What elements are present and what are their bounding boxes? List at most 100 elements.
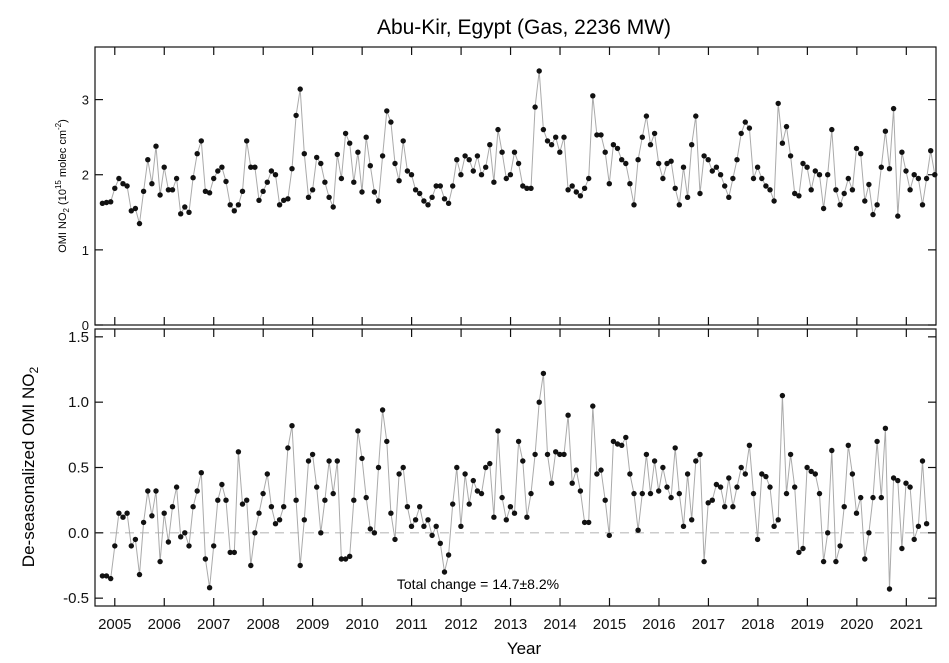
bottom-data-point [849, 471, 856, 477]
bottom-data-point [503, 517, 509, 523]
top-data-point [701, 153, 707, 159]
bottom-data-point [375, 464, 382, 471]
top-data-point [804, 164, 810, 170]
bottom-data-point [491, 514, 497, 520]
bottom-data-point [862, 556, 868, 562]
top-data-point [602, 149, 608, 155]
top-data-point [763, 183, 769, 189]
bottom-data-point [264, 471, 270, 477]
top-data-point [643, 113, 650, 119]
x-tick-label: 2009 [296, 616, 329, 633]
top-data-point [347, 140, 353, 146]
top-data-point [639, 134, 645, 140]
top-data-point [656, 160, 662, 167]
top-data-point [408, 172, 415, 178]
bottom-data-point [754, 536, 761, 543]
top-data-point [792, 190, 798, 197]
top-data-point [631, 202, 637, 208]
bottom-data-point [99, 573, 106, 579]
bottom-data-point [309, 451, 316, 458]
top-data-point [425, 202, 431, 208]
top-data-point [437, 183, 443, 189]
x-axis-label: Year [507, 639, 542, 658]
top-data-point [833, 187, 839, 193]
x-axis: 2005 2006 2007 2008 2009 2010 2011 2012 2013 2014… [98, 47, 923, 633]
top-data-point [458, 172, 464, 178]
bottom-data-point [136, 571, 143, 578]
top-data-point [536, 68, 542, 74]
top-data-point [713, 164, 720, 170]
top-data-point [697, 190, 703, 197]
top-data-point [709, 168, 715, 174]
top-data-point [281, 197, 287, 203]
top-data-point [314, 154, 320, 161]
top-data-point [169, 187, 176, 193]
bottom-data-point [923, 521, 930, 527]
top-data-point [202, 188, 209, 194]
bottom-data-point [602, 497, 608, 503]
bottom-data-point [532, 451, 538, 458]
top-data-point [301, 151, 307, 157]
bottom-data-point [515, 438, 522, 445]
bottom-data-point [483, 464, 489, 471]
bottom-data-point [256, 510, 262, 516]
top-data-point [919, 202, 926, 208]
top-data-point [244, 138, 250, 144]
bottom-data-point [355, 428, 361, 434]
bottom-data-point [120, 514, 126, 520]
bottom-data-point [792, 484, 798, 490]
bottom-data-point [553, 449, 559, 455]
x-tick-label: 2008 [247, 616, 280, 633]
top-data-point [330, 204, 336, 210]
top-data-point [289, 166, 295, 172]
bottom-data-point [561, 451, 567, 458]
bottom-data-point [351, 497, 357, 503]
bottom-data-point [623, 434, 629, 441]
bottom-data-point [198, 470, 204, 476]
top-data-point [309, 187, 316, 193]
bottom-data-point [730, 504, 736, 510]
bottom-data-point [276, 517, 283, 523]
top-data-point [153, 143, 159, 149]
top-data-point [466, 157, 472, 163]
top-data-point [441, 196, 448, 202]
top-data-point [911, 172, 917, 178]
top-plot-frame [94, 46, 937, 326]
bottom-data-point [108, 575, 114, 582]
bottom-data-point [326, 458, 332, 464]
top-data-point [388, 119, 394, 125]
bottom-y-tick-label: 0.0 [68, 525, 89, 542]
x-tick-label: 2021 [890, 616, 923, 633]
x-tick-label: 2015 [593, 616, 626, 633]
top-data-point [841, 190, 847, 197]
bottom-data-point [540, 370, 547, 377]
top-data-point [120, 181, 126, 187]
top-data-point [787, 153, 794, 159]
bottom-data-point [161, 510, 167, 516]
bottom-y-axis: -0.5 0.0 0.5 1.0 1.5 [63, 329, 936, 607]
bottom-data-point [285, 445, 291, 451]
top-data-point [923, 175, 930, 182]
top-data-point [635, 157, 641, 163]
top-data-point [767, 187, 773, 193]
bottom-data-point [421, 523, 427, 529]
top-data-point [730, 175, 736, 182]
bottom-data-point [140, 519, 147, 526]
bottom-data-point [829, 447, 835, 454]
top-data-point [734, 157, 740, 163]
top-data-point [520, 183, 526, 189]
bottom-data-point [400, 464, 406, 471]
bottom-data-point [713, 481, 720, 488]
bottom-data-point [709, 497, 715, 503]
top-data-point [614, 145, 621, 152]
bottom-data-point [425, 517, 431, 523]
bottom-data-point [342, 556, 349, 562]
bottom-data-point [182, 530, 188, 536]
bottom-y-tick-label: 1.0 [68, 394, 89, 411]
top-data-point [932, 172, 938, 178]
bottom-series-group [99, 370, 930, 592]
bottom-data-point [816, 490, 823, 497]
bottom-data-point [429, 532, 435, 539]
bottom-data-point [178, 534, 184, 540]
